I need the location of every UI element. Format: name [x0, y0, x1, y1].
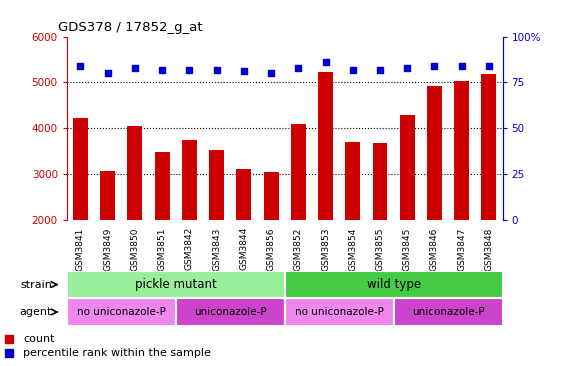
Bar — [345, 142, 360, 220]
Bar — [67, 271, 285, 298]
Bar — [394, 298, 503, 326]
Text: uniconazole-P: uniconazole-P — [194, 307, 267, 317]
Point — [457, 63, 467, 69]
Bar — [67, 298, 175, 326]
Text: percentile rank within the sample: percentile rank within the sample — [23, 348, 211, 358]
Bar — [209, 150, 224, 220]
Point — [185, 67, 194, 72]
Text: no uniconazole-P: no uniconazole-P — [295, 307, 383, 317]
Point — [485, 63, 494, 69]
Text: GDS378 / 17852_g_at: GDS378 / 17852_g_at — [58, 21, 203, 34]
Bar — [182, 139, 197, 220]
Bar — [175, 298, 285, 326]
Point — [157, 67, 167, 72]
Point — [76, 63, 85, 69]
Bar — [482, 74, 496, 220]
Point — [430, 63, 439, 69]
Bar — [236, 169, 252, 220]
Bar — [291, 124, 306, 220]
Point — [130, 65, 139, 71]
Bar — [285, 298, 394, 326]
Text: count: count — [23, 333, 55, 344]
Text: uniconazole-P: uniconazole-P — [412, 307, 485, 317]
Bar — [127, 126, 142, 220]
Bar — [155, 152, 170, 220]
Bar — [372, 143, 388, 220]
Point — [375, 67, 385, 72]
Bar — [427, 86, 442, 220]
Text: no uniconazole-P: no uniconazole-P — [77, 307, 166, 317]
Text: pickle mutant: pickle mutant — [135, 278, 217, 291]
Point — [267, 70, 276, 76]
Point — [403, 65, 412, 71]
Bar — [318, 72, 333, 220]
Bar — [264, 172, 278, 220]
Point — [321, 59, 330, 65]
Bar — [100, 171, 115, 220]
Point — [348, 67, 357, 72]
Bar — [73, 118, 88, 220]
Bar — [285, 271, 503, 298]
Text: wild type: wild type — [367, 278, 421, 291]
Bar — [400, 115, 415, 220]
Point — [103, 70, 112, 76]
Text: strain: strain — [20, 280, 52, 290]
Text: agent: agent — [20, 307, 52, 317]
Point — [212, 67, 221, 72]
Bar — [454, 81, 469, 220]
Point — [293, 65, 303, 71]
Point — [239, 68, 249, 74]
